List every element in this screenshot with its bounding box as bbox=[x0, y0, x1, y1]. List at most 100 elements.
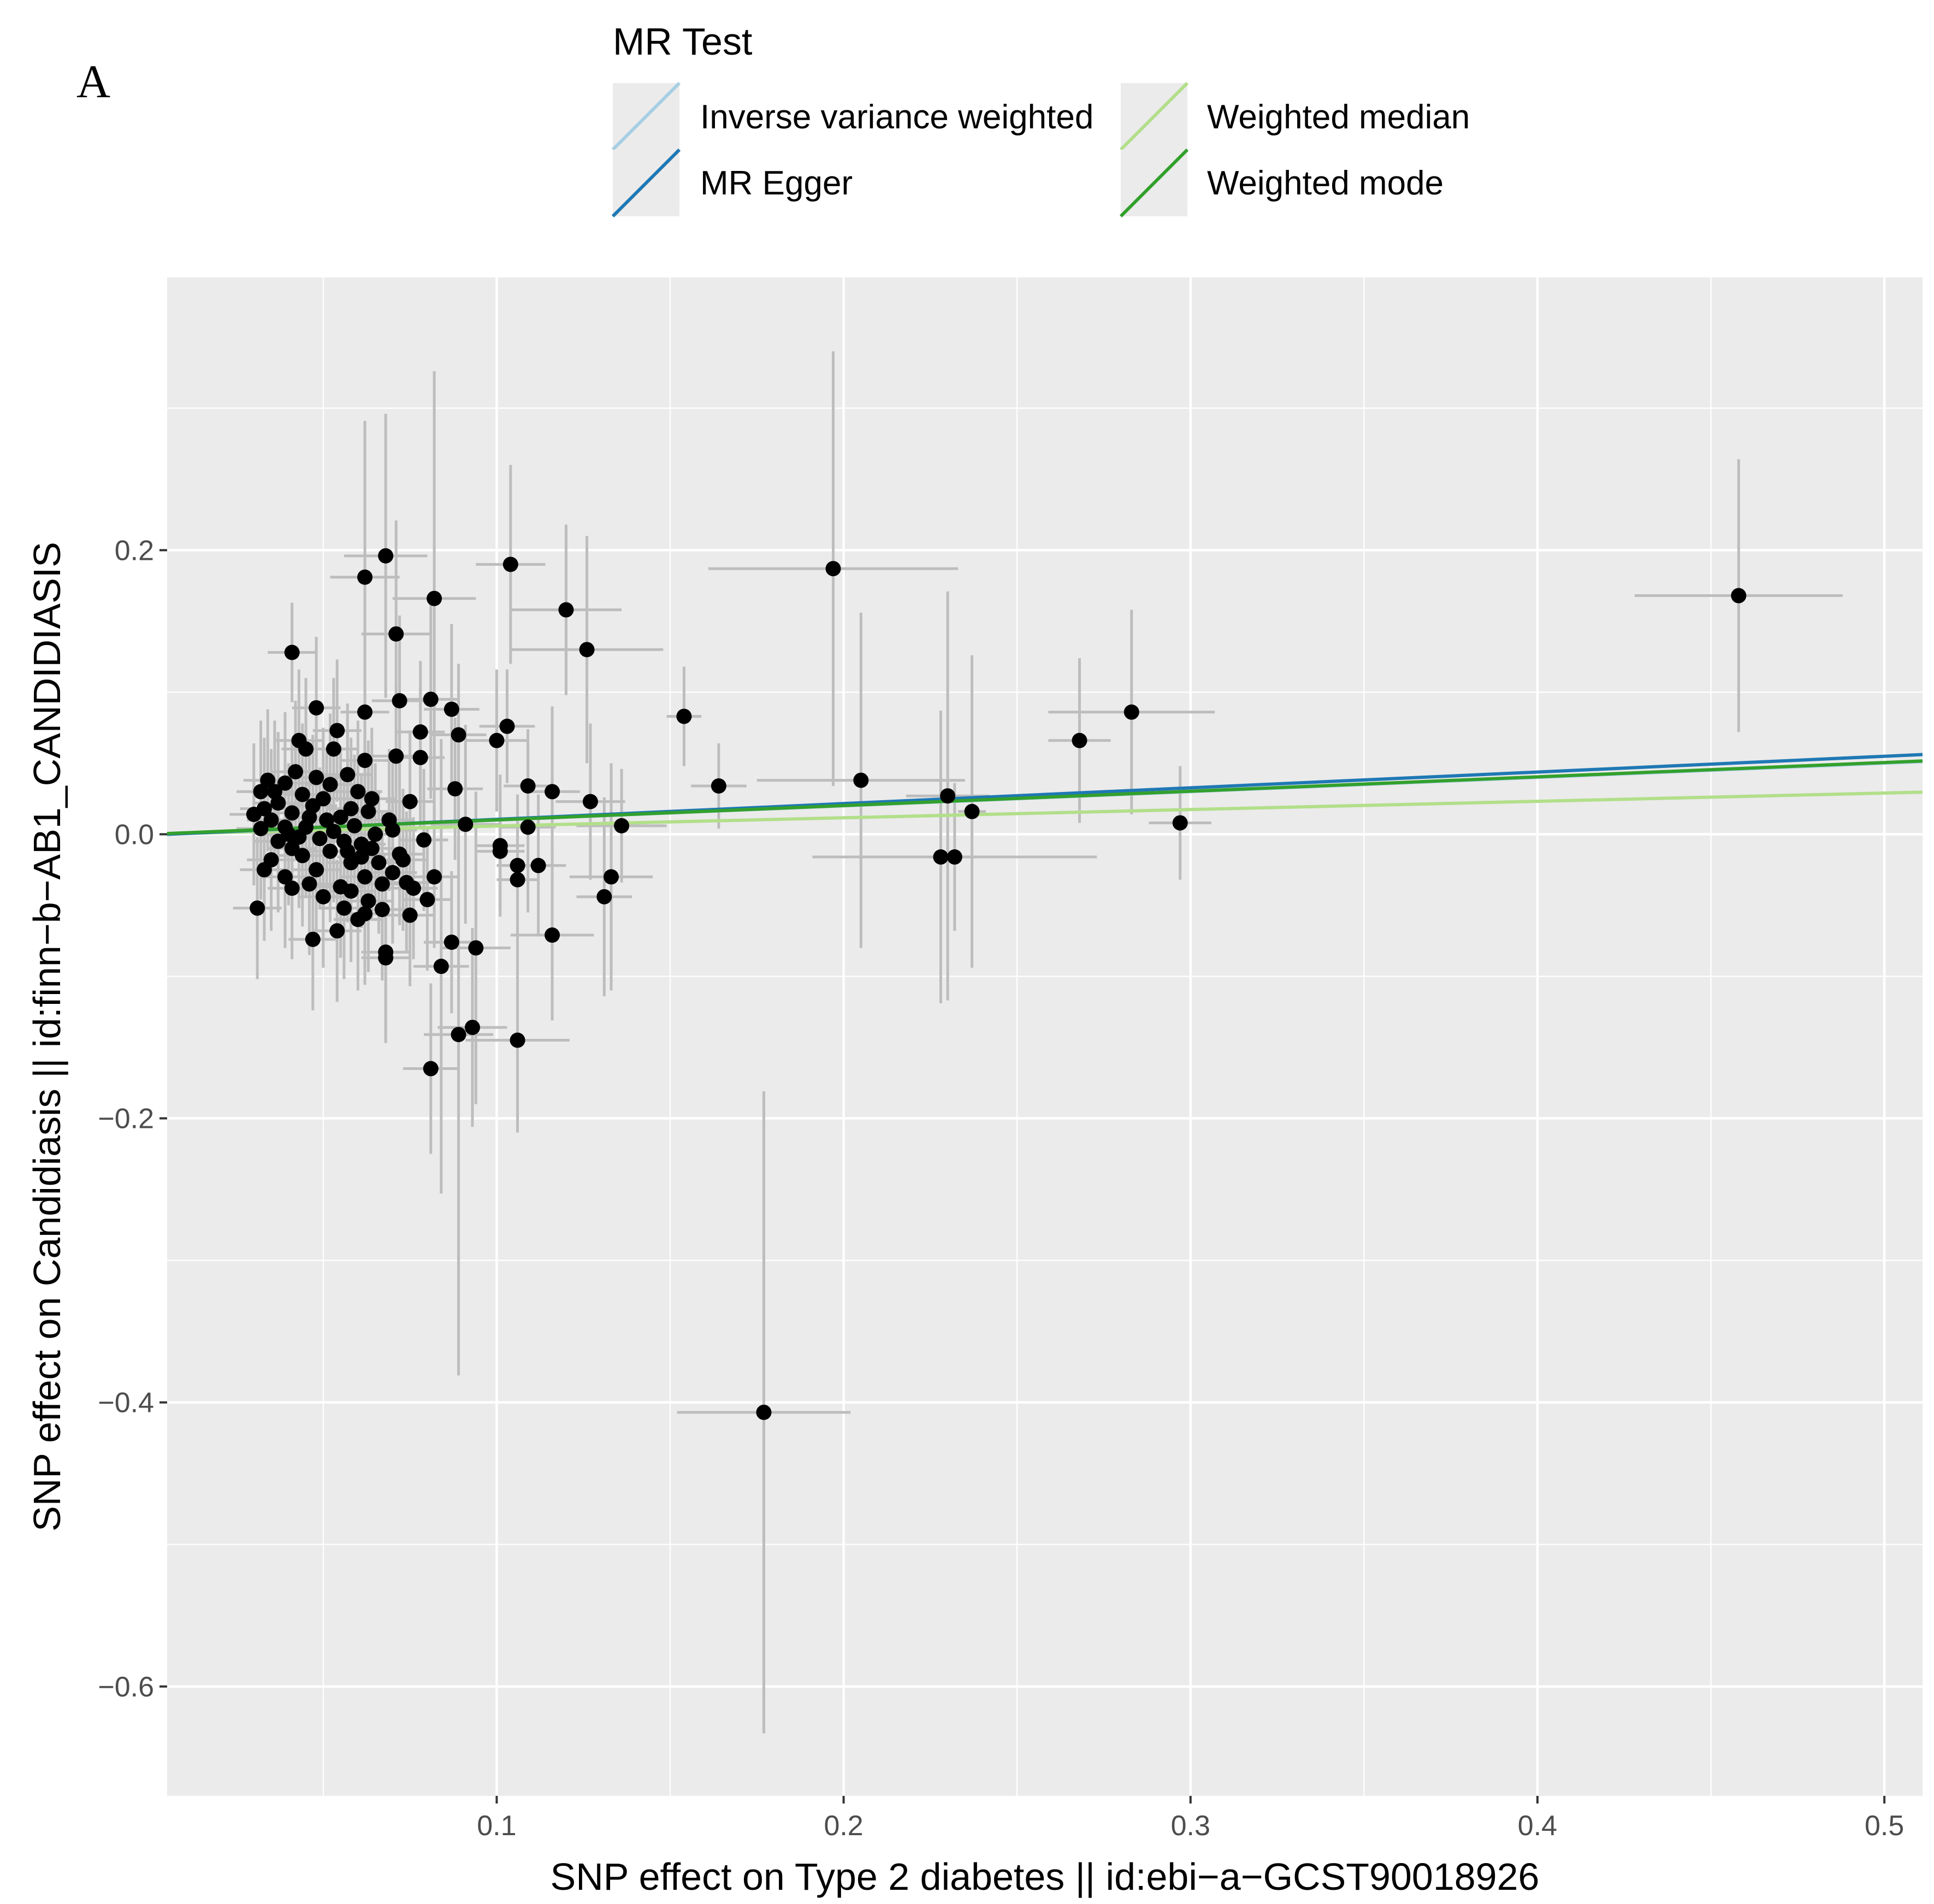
data-point bbox=[371, 855, 387, 871]
data-point bbox=[336, 900, 352, 916]
data-point bbox=[350, 784, 366, 800]
data-point bbox=[520, 819, 536, 835]
data-point bbox=[947, 849, 962, 865]
data-point bbox=[402, 794, 418, 809]
legend-swatch-weighted-mode bbox=[1119, 148, 1189, 218]
y-tick-label: −0.4 bbox=[98, 1387, 154, 1419]
data-point bbox=[364, 841, 380, 856]
data-point bbox=[312, 831, 328, 847]
data-point bbox=[427, 869, 442, 885]
data-point bbox=[427, 590, 442, 606]
data-point bbox=[1731, 588, 1747, 604]
data-point bbox=[520, 778, 536, 794]
data-point bbox=[253, 821, 269, 837]
data-point bbox=[1072, 732, 1087, 748]
data-point bbox=[416, 832, 432, 848]
data-point bbox=[333, 809, 348, 825]
data-point bbox=[309, 700, 324, 716]
data-point bbox=[1123, 704, 1139, 720]
legend-label-weighted-mode: Weighted mode bbox=[1207, 164, 1444, 202]
data-point bbox=[284, 644, 300, 660]
data-point bbox=[502, 557, 518, 572]
data-point bbox=[545, 927, 560, 943]
data-point bbox=[492, 843, 508, 859]
data-point bbox=[676, 708, 692, 724]
data-point bbox=[319, 812, 335, 828]
data-point bbox=[329, 923, 345, 939]
major-gridlines bbox=[167, 277, 1923, 1796]
data-point bbox=[443, 935, 459, 950]
data-point bbox=[284, 880, 300, 896]
x-tick-label: 0.2 bbox=[824, 1810, 863, 1842]
data-point bbox=[322, 843, 338, 859]
data-point bbox=[825, 561, 841, 577]
data-point bbox=[447, 781, 463, 797]
legend-label-ivw: Inverse variance weighted bbox=[700, 98, 1093, 136]
data-point bbox=[402, 907, 418, 923]
y-axis-ticks: −0.6 −0.4 −0.2 0.0 0.2 bbox=[98, 535, 167, 1703]
data-point bbox=[964, 803, 980, 819]
data-point bbox=[374, 902, 390, 918]
data-point bbox=[385, 822, 400, 838]
data-point bbox=[412, 749, 428, 765]
data-point bbox=[378, 548, 394, 564]
data-point bbox=[284, 805, 300, 821]
legend: MR Test Inverse variance weighted MR Egg… bbox=[611, 20, 1470, 218]
x-axis-title: SNP effect on Type 2 diabetes || id:ebi−… bbox=[551, 1855, 1540, 1898]
data-point bbox=[1172, 815, 1188, 831]
x-tick-label: 0.5 bbox=[1865, 1810, 1904, 1842]
data-point bbox=[423, 1061, 439, 1077]
data-point bbox=[604, 869, 619, 885]
data-point bbox=[288, 764, 304, 779]
x-tick-label: 0.4 bbox=[1518, 1810, 1557, 1842]
data-point bbox=[260, 772, 276, 788]
data-point bbox=[933, 849, 949, 865]
y-tick-label: 0.2 bbox=[115, 535, 154, 566]
legend-item-ivw: Inverse variance weighted bbox=[611, 81, 1093, 151]
data-point bbox=[305, 931, 321, 947]
data-point bbox=[374, 876, 390, 892]
data-point bbox=[357, 753, 373, 768]
data-point bbox=[395, 852, 411, 868]
x-axis-ticks: 0.1 0.2 0.3 0.4 0.5 bbox=[477, 1796, 1904, 1842]
data-point bbox=[326, 741, 341, 757]
data-point bbox=[267, 784, 282, 800]
legend-swatch-ivw bbox=[611, 81, 681, 151]
y-tick-label: −0.6 bbox=[98, 1671, 154, 1703]
data-point bbox=[412, 724, 428, 740]
legend-item-mr-egger: MR Egger bbox=[611, 148, 853, 218]
data-point bbox=[357, 704, 373, 720]
legend-swatch-weighted-median bbox=[1119, 81, 1189, 151]
data-point bbox=[291, 829, 307, 845]
data-point bbox=[309, 770, 324, 785]
data-point bbox=[357, 906, 373, 922]
data-point bbox=[499, 718, 515, 734]
data-point bbox=[530, 858, 546, 873]
legend-label-weighted-median: Weighted median bbox=[1207, 98, 1470, 136]
data-points bbox=[246, 548, 1747, 1420]
data-point bbox=[340, 767, 356, 783]
data-point bbox=[364, 791, 380, 807]
data-point bbox=[423, 691, 439, 707]
data-point bbox=[343, 801, 359, 817]
data-point bbox=[309, 862, 324, 878]
data-point bbox=[489, 732, 505, 748]
data-point bbox=[246, 807, 262, 823]
data-point bbox=[405, 880, 421, 896]
data-point bbox=[343, 883, 359, 899]
data-point bbox=[510, 1032, 525, 1048]
data-point bbox=[451, 1027, 466, 1043]
panel-letter: A bbox=[76, 55, 110, 108]
data-point bbox=[510, 858, 525, 873]
data-point bbox=[579, 642, 595, 658]
data-point bbox=[385, 865, 400, 880]
data-point bbox=[253, 784, 269, 800]
x-tick-label: 0.3 bbox=[1171, 1810, 1210, 1842]
data-point bbox=[468, 940, 484, 956]
data-point bbox=[545, 784, 560, 800]
data-point bbox=[451, 727, 466, 743]
data-point bbox=[301, 809, 317, 825]
data-point bbox=[443, 701, 459, 717]
legend-label-mr-egger: MR Egger bbox=[700, 164, 853, 202]
